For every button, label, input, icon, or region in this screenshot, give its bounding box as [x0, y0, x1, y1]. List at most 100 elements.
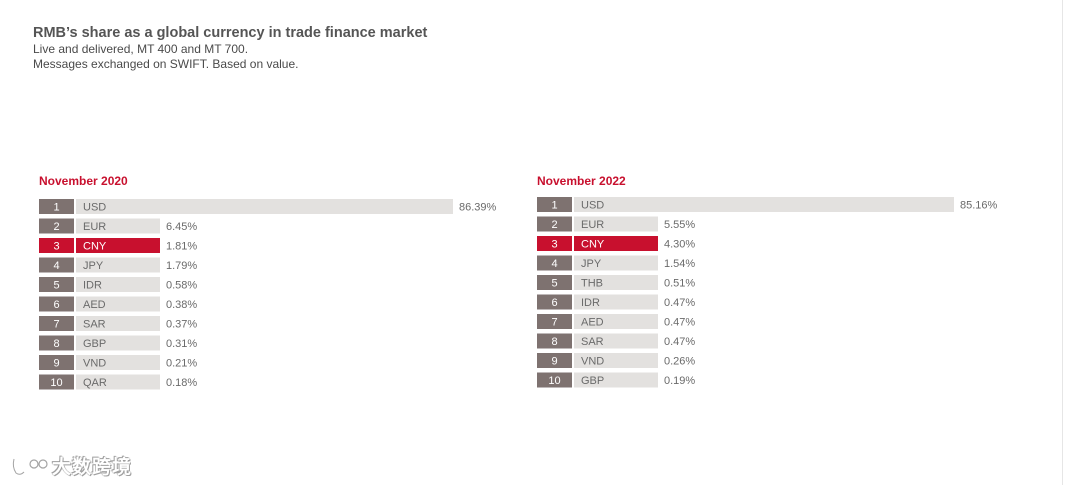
- rank-box: [39, 199, 74, 214]
- rank-box: [537, 236, 572, 251]
- value-label: 0.21%: [166, 358, 197, 370]
- rank-box: [39, 335, 74, 351]
- currency-label: VND: [83, 358, 106, 370]
- value-label: 1.79%: [166, 260, 197, 272]
- ranking-bar-chart-2022: 1 USD 85.16% 2 EUR 5.55% 3 CNY 4.30% 4 JPY 1.54% 5 TH…: [537, 197, 998, 388]
- watermark-text: 大数跨境: [52, 457, 133, 478]
- rank-box: [537, 353, 572, 368]
- rank-label: 4: [551, 258, 557, 270]
- currency-label: QAR: [83, 377, 107, 389]
- rank-label: 9: [551, 356, 557, 368]
- value-label: 0.19%: [664, 375, 695, 387]
- value-label: 5.55%: [664, 219, 695, 231]
- currency-label: IDR: [83, 280, 102, 292]
- ranking-bar-chart-2020: 1 USD 86.39% 2 EUR 6.45% 3 CNY 1.81% 4 JPY 1.79% 5 ID…: [39, 199, 497, 390]
- bar-gbp: [76, 335, 160, 351]
- currency-label: USD: [83, 202, 106, 214]
- rank-box: [39, 316, 74, 331]
- bar-qar: [76, 374, 160, 390]
- currency-label: USD: [581, 200, 604, 212]
- value-label: 86.39%: [459, 202, 497, 214]
- panel-title: November 2020: [39, 174, 128, 188]
- currency-label: AED: [581, 317, 604, 329]
- value-label: 0.51%: [664, 278, 695, 290]
- rank-label: 8: [551, 336, 557, 348]
- currency-label: EUR: [581, 219, 604, 231]
- bar-eur: [574, 216, 658, 232]
- bar-aed: [574, 314, 658, 329]
- rank-label: 10: [50, 377, 62, 389]
- rank-box: [537, 275, 572, 290]
- value-label: 0.47%: [664, 317, 695, 329]
- bar-sar: [76, 316, 160, 331]
- rank-box: [39, 296, 74, 312]
- value-label: 0.18%: [166, 377, 197, 389]
- bar-sar: [574, 333, 658, 349]
- bar-jpy: [76, 257, 160, 273]
- rank-box: [537, 216, 572, 232]
- rank-box: [39, 257, 74, 273]
- bar-usd: [574, 197, 954, 212]
- page-title: RMB’s share as a global currency in trad…: [33, 25, 428, 41]
- bar-vnd: [574, 353, 658, 368]
- rank-label: 6: [551, 297, 557, 309]
- page-edge-divider: [1062, 0, 1063, 485]
- currency-label: AED: [83, 299, 106, 311]
- bar-vnd: [76, 355, 160, 370]
- rank-label: 5: [551, 278, 557, 290]
- value-label: 0.38%: [166, 299, 197, 311]
- value-label: 1.81%: [166, 241, 197, 253]
- watermark: 大数跨境: [10, 452, 132, 479]
- bar-idr: [76, 277, 160, 292]
- currency-label: VND: [581, 356, 604, 368]
- rank-box: [39, 218, 74, 234]
- chart-header: RMB’s share as a global currency in trad…: [33, 24, 427, 72]
- rank-box: [537, 255, 572, 271]
- panel-title: November 2022: [537, 174, 626, 188]
- currency-label: GBP: [581, 375, 604, 387]
- rank-label: 4: [53, 260, 59, 272]
- subtitle-line-2: Messages exchanged on SWIFT. Based on va…: [33, 57, 299, 71]
- currency-label: THB: [581, 278, 603, 290]
- value-label: 0.31%: [166, 338, 197, 350]
- rank-label: 2: [551, 219, 557, 231]
- bar-eur: [76, 218, 160, 234]
- value-label: 0.58%: [166, 280, 197, 292]
- rank-label: 7: [53, 319, 59, 331]
- rank-label: 3: [551, 239, 557, 251]
- subtitle-line-1: Live and delivered, MT 400 and MT 700.: [33, 42, 249, 56]
- value-label: 0.37%: [166, 319, 197, 331]
- currency-label: JPY: [83, 260, 104, 272]
- value-label: 0.47%: [664, 336, 695, 348]
- rank-box: [537, 197, 572, 212]
- currency-label: CNY: [581, 239, 605, 251]
- rank-box: [39, 355, 74, 370]
- rank-box: [537, 372, 572, 388]
- currency-label: CNY: [83, 241, 107, 253]
- rank-box: [39, 277, 74, 292]
- rank-label: 10: [548, 375, 560, 387]
- value-label: 85.16%: [960, 200, 998, 212]
- bar-gbp: [574, 372, 658, 388]
- rank-label: 1: [53, 202, 59, 214]
- currency-label: GBP: [83, 338, 106, 350]
- rank-box: [537, 314, 572, 329]
- rank-label: 7: [551, 317, 557, 329]
- rank-box: [39, 238, 74, 253]
- value-label: 4.30%: [664, 239, 695, 251]
- bar-cny: [76, 238, 160, 253]
- value-label: 0.47%: [664, 297, 695, 309]
- bar-idr: [574, 294, 658, 310]
- rank-label: 8: [53, 338, 59, 350]
- value-label: 1.54%: [664, 258, 695, 270]
- panel-november-2022: November 2022 1 USD 85.16% 2 EUR 5.55% 3 CNY 4.3…: [537, 174, 1017, 394]
- rank-box: [537, 294, 572, 310]
- currency-label: IDR: [581, 297, 600, 309]
- rank-label: 9: [53, 358, 59, 370]
- rank-label: 6: [53, 299, 59, 311]
- rank-box: [537, 333, 572, 349]
- value-label: 6.45%: [166, 221, 197, 233]
- currency-label: JPY: [581, 258, 602, 270]
- currency-label: SAR: [581, 336, 604, 348]
- rank-label: 2: [53, 221, 59, 233]
